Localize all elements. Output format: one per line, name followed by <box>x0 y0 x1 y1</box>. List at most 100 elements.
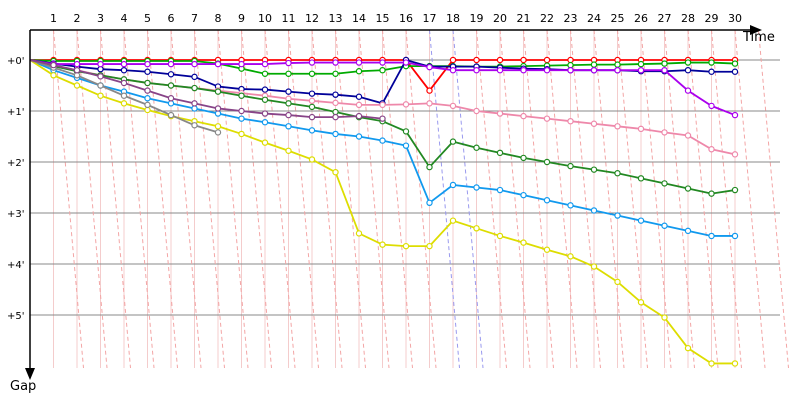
series-point <box>684 344 692 352</box>
series-point <box>684 227 692 235</box>
series-point <box>120 92 128 99</box>
series-point <box>144 68 151 75</box>
x-tick-label: 24 <box>587 12 601 25</box>
series-point <box>379 115 386 122</box>
series-point <box>355 68 363 75</box>
series-point <box>73 66 81 74</box>
series-9 <box>29 59 222 136</box>
series-point <box>285 147 292 154</box>
lap-diagonal <box>311 29 343 369</box>
x-tick-label: 20 <box>493 12 507 25</box>
series-point <box>308 90 316 97</box>
series-point <box>449 138 457 145</box>
series-point <box>73 82 81 89</box>
series-point <box>520 56 527 64</box>
x-tick-label: 6 <box>168 12 175 25</box>
series-point <box>473 225 480 232</box>
series-point <box>285 59 292 67</box>
series-point <box>120 60 128 68</box>
series-point <box>684 132 692 139</box>
series-point <box>285 123 292 130</box>
series-point <box>214 88 222 95</box>
series-point <box>191 100 198 107</box>
series-point <box>590 61 598 68</box>
x-tick-label: 28 <box>681 12 695 25</box>
lap-diagonal <box>53 29 84 369</box>
y-tick-label: +2' <box>7 158 25 169</box>
series-point <box>614 170 621 177</box>
series-point <box>402 142 410 149</box>
series-point <box>214 105 222 112</box>
x-tick-label: 23 <box>564 12 578 25</box>
lap-diagonal <box>123 29 155 369</box>
series-point <box>355 133 363 140</box>
series-point <box>731 68 739 75</box>
series-point <box>567 162 574 170</box>
series-point <box>332 70 339 77</box>
x-tick-label: 10 <box>258 12 272 25</box>
series-point <box>402 242 410 250</box>
series-point <box>567 56 574 64</box>
series-point <box>332 130 339 138</box>
x-tick-label: 9 <box>238 12 245 25</box>
series-point <box>332 113 339 121</box>
series-point <box>731 60 739 67</box>
series-point <box>332 91 339 98</box>
series-point <box>684 185 692 192</box>
lap-diagonal <box>593 29 625 369</box>
y-tick-label: +0' <box>7 56 25 67</box>
series-point <box>214 123 222 130</box>
series-point <box>708 190 715 197</box>
series-point <box>449 102 457 110</box>
series-point <box>426 242 433 250</box>
series-point <box>426 87 433 94</box>
x-axis-title: Time <box>742 30 775 45</box>
series-point <box>308 70 316 77</box>
series-point <box>402 59 410 66</box>
series-point <box>332 99 339 107</box>
series-point <box>167 60 175 68</box>
x-tick-label: 17 <box>423 12 437 25</box>
x-tick-label: 14 <box>352 12 366 25</box>
y-tick-label: +1' <box>7 107 25 118</box>
series-point <box>731 186 739 194</box>
lap-diagonal <box>429 29 460 369</box>
series-point <box>496 66 504 74</box>
series-point <box>473 66 480 74</box>
series-point <box>449 181 457 189</box>
series-point <box>355 230 363 237</box>
series-point <box>238 115 245 122</box>
series-point <box>332 168 339 176</box>
series-point <box>97 92 104 99</box>
series-point <box>543 246 551 253</box>
series-point <box>97 73 104 80</box>
series-point <box>355 93 363 100</box>
lap-diagonal <box>546 29 578 369</box>
series-point <box>426 199 433 206</box>
series-point <box>520 239 527 246</box>
series-point <box>332 59 339 66</box>
x-tick-label: 13 <box>329 12 343 25</box>
series-point <box>144 79 151 87</box>
series-point <box>543 197 551 204</box>
series-point <box>261 119 269 126</box>
series-point <box>379 59 386 66</box>
series-point <box>496 149 504 157</box>
series-point <box>614 66 621 74</box>
series-point <box>637 60 645 68</box>
series-point <box>473 107 480 115</box>
x-tick-label: 11 <box>282 12 296 25</box>
lap-diagonal <box>147 29 178 369</box>
series-point <box>97 82 104 89</box>
x-tick-label: 19 <box>470 12 484 25</box>
series-point <box>661 180 668 187</box>
lap-diagonal <box>617 29 648 369</box>
x-tick-label: 2 <box>74 12 81 25</box>
series-point <box>214 60 222 68</box>
series-point <box>191 73 198 81</box>
series-point <box>496 56 504 64</box>
series-point <box>637 66 645 74</box>
lap-diagonal <box>170 29 202 369</box>
x-tick-label: 8 <box>215 12 222 25</box>
series-point <box>332 108 339 116</box>
